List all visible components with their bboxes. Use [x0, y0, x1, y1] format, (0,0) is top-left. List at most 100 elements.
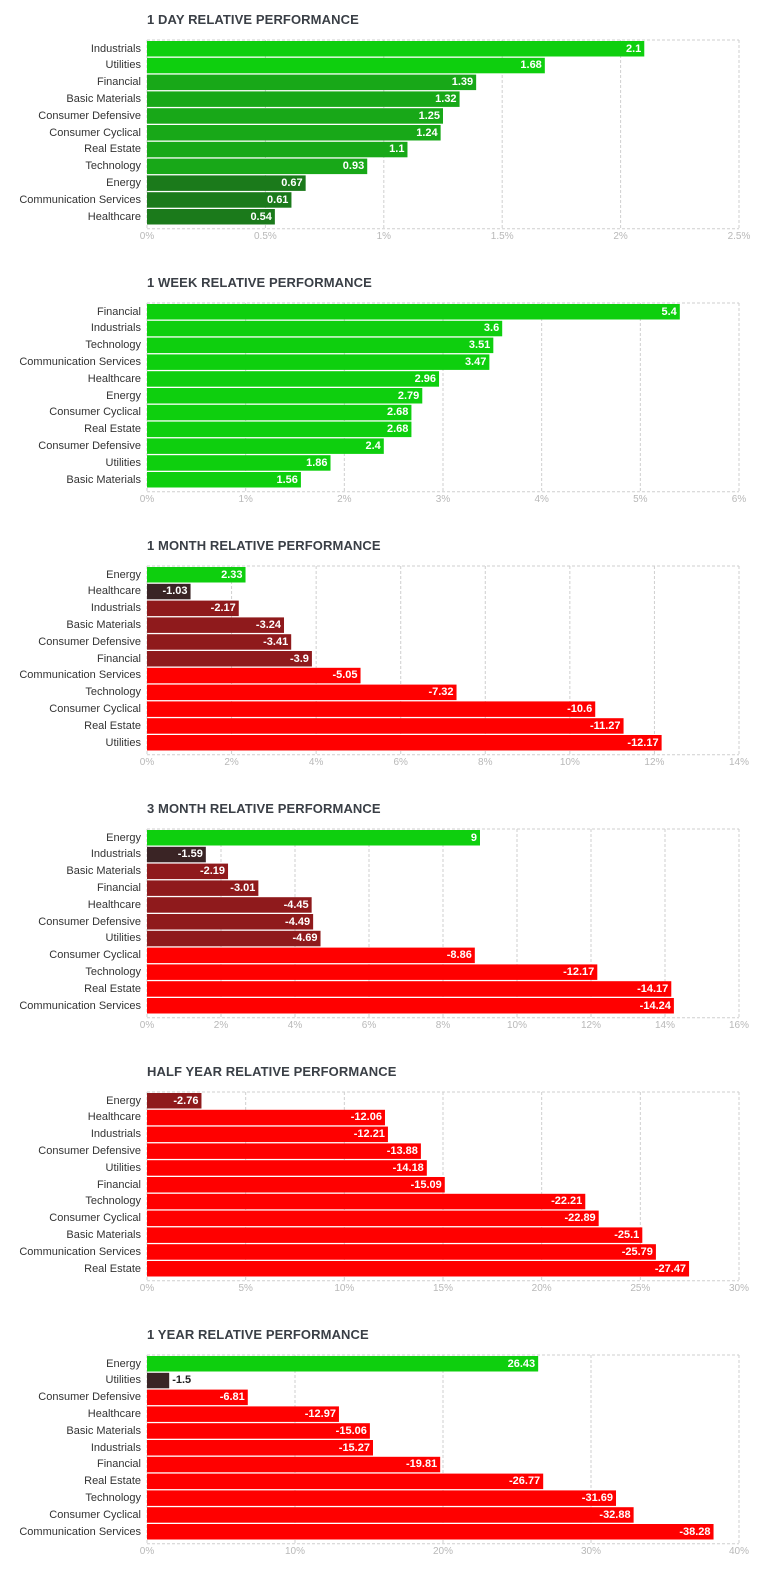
x-tick-label: 10% [284, 1545, 305, 1557]
bar [147, 1177, 445, 1193]
value-label: -4.69 [292, 932, 318, 945]
x-tick-label: 8% [435, 1019, 451, 1031]
category-label: Industrials [90, 848, 141, 861]
value-label: -12.06 [350, 1111, 382, 1124]
x-tick-label: 2.5% [727, 230, 751, 242]
value-label: -22.89 [564, 1212, 596, 1225]
category-label: Healthcare [87, 1407, 141, 1420]
bar [147, 108, 443, 124]
chart-4: 3 MONTH RELATIVE PERFORMANCE Energy 9 Indus… [0, 801, 776, 1032]
category-label: Healthcare [87, 1111, 141, 1124]
category-label: Consumer Defensive [38, 1391, 141, 1404]
category-label: Utilities [105, 1374, 141, 1387]
category-label: Basic Materials [66, 1228, 141, 1241]
bar [147, 1524, 714, 1540]
chart-title: 1 DAY RELATIVE PERFORMANCE [147, 12, 359, 27]
category-label: Industrials [90, 42, 141, 55]
bar [147, 304, 680, 320]
x-tick-label: 0% [139, 756, 155, 768]
value-label: -15.06 [335, 1424, 367, 1437]
value-label: -22.21 [551, 1195, 583, 1208]
category-label: Communication Services [19, 193, 141, 206]
category-label: Utilities [105, 736, 141, 749]
x-tick-label: 3% [435, 493, 451, 505]
category-label: Financial [96, 881, 141, 894]
category-label: Consumer Defensive [38, 1144, 141, 1157]
value-label: -26.77 [508, 1475, 541, 1488]
value-label: 1.32 [435, 92, 457, 105]
category-label: Industrials [90, 1441, 141, 1454]
value-label: 1.68 [520, 59, 542, 72]
chart-3: 1 MONTH RELATIVE PERFORMANCE Energy 2.33 He… [0, 538, 776, 769]
category-label: Financial [96, 1458, 141, 1471]
value-label: -1.03 [162, 585, 188, 598]
value-label: 1.56 [276, 473, 298, 486]
category-label: Real Estate [84, 982, 141, 995]
bar [147, 914, 314, 930]
bar [147, 192, 292, 208]
category-label: Healthcare [87, 585, 141, 598]
chart-1: 1 DAY RELATIVE PERFORMANCE Industrials 2.1… [0, 12, 776, 243]
x-tick-label: 0% [139, 493, 155, 505]
bar [147, 1356, 539, 1372]
x-tick-label: 25% [630, 1282, 651, 1294]
bar [147, 388, 423, 404]
bar [147, 880, 259, 896]
x-tick-label: 5% [633, 493, 648, 505]
category-label: Basic Materials [66, 92, 141, 105]
value-label: -4.49 [285, 915, 311, 928]
bar [147, 897, 312, 913]
bar [147, 947, 475, 964]
value-label: 3.47 [464, 355, 487, 368]
value-label: 1.25 [418, 109, 440, 122]
category-label: Technology [85, 686, 141, 699]
value-label: -15.09 [410, 1178, 442, 1191]
category-label: Energy [106, 568, 141, 581]
value-label: 0.61 [267, 193, 289, 206]
value-label: 2.96 [414, 372, 437, 385]
value-label: -6.81 [219, 1391, 245, 1404]
bar [147, 1160, 427, 1176]
value-label: -14.17 [637, 982, 669, 995]
chart-plot [146, 302, 740, 493]
x-tick-label: 1% [376, 230, 392, 242]
x-tick-label: 0% [139, 1545, 155, 1557]
x-tick-label: 8% [478, 756, 493, 768]
bar [147, 74, 477, 91]
value-label: 0.54 [250, 210, 272, 223]
bar [147, 846, 206, 863]
chart-5: HALF YEAR RELATIVE PERFORMANCE Energy -2.7… [0, 1064, 776, 1295]
bar [147, 567, 246, 583]
x-tick-label: 10% [506, 1019, 527, 1031]
category-label: Consumer Cyclical [49, 1212, 141, 1225]
category-label: Financial [96, 76, 141, 89]
category-label: Consumer Cyclical [49, 1508, 141, 1521]
bar [147, 1244, 656, 1260]
category-label: Basic Materials [66, 473, 141, 486]
bar [147, 438, 384, 454]
category-label: Energy [106, 389, 141, 402]
category-label: Consumer Cyclical [49, 406, 141, 419]
x-tick-label: 6% [393, 756, 408, 768]
chart-plot [146, 565, 740, 756]
x-tick-label: 20% [432, 1545, 453, 1557]
chart-title: HALF YEAR RELATIVE PERFORMANCE [147, 1064, 397, 1079]
bar [147, 634, 292, 650]
category-label: Consumer Defensive [38, 635, 141, 648]
x-tick-label: 30% [728, 1282, 749, 1294]
bar [147, 1389, 248, 1406]
x-tick-label: 16% [728, 1019, 749, 1031]
bar [147, 1143, 421, 1159]
bar [147, 684, 457, 701]
value-label: -2.17 [210, 602, 236, 615]
bar [147, 830, 480, 846]
chart-title: 3 MONTH RELATIVE PERFORMANCE [147, 801, 381, 816]
bar [147, 1406, 339, 1422]
category-label: Technology [85, 160, 141, 173]
value-label: 1.1 [389, 143, 405, 156]
category-label: Energy [106, 1357, 141, 1370]
x-tick-label: 0.5% [254, 230, 277, 242]
bar [147, 455, 331, 471]
value-label: -31.69 [581, 1491, 613, 1504]
value-label: -3.41 [263, 635, 289, 648]
